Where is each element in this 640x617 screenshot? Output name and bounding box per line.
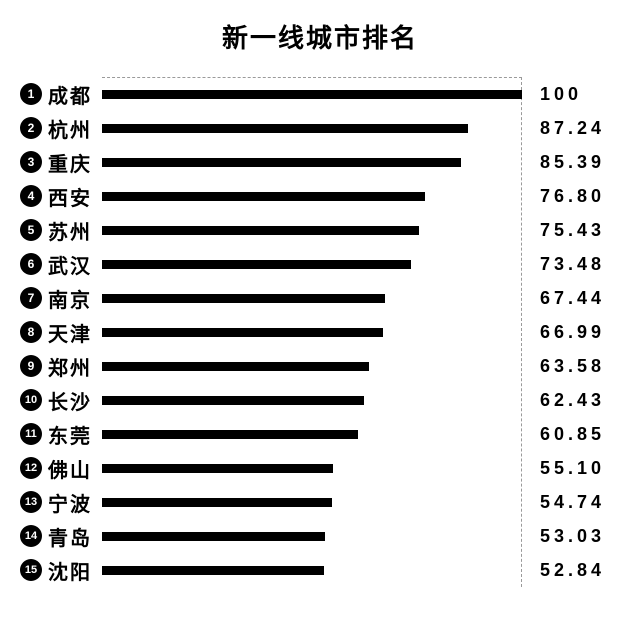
value-label: 87.24 (522, 118, 605, 139)
city-label: 武汉 (48, 250, 102, 279)
value-label: 63.58 (522, 356, 605, 377)
bar (102, 260, 411, 269)
bar (102, 532, 325, 541)
table-row: 15 沈阳 52.84 (20, 553, 620, 587)
rank-badge: 14 (20, 525, 42, 547)
rank-badge: 7 (20, 287, 42, 309)
table-row: 3 重庆 85.39 (20, 145, 620, 179)
table-row: 4 西安 76.80 (20, 179, 620, 213)
rank-badge: 1 (20, 83, 42, 105)
chart-container: 新一线城市排名 1 成都 100 2 杭州 87.24 3 重庆 85.39 4 西安 76.80 5苏… (0, 0, 640, 617)
city-label: 杭州 (48, 114, 102, 143)
city-label: 青岛 (48, 522, 102, 551)
value-label: 55.10 (522, 458, 605, 479)
bar-cell (102, 485, 522, 519)
bar-cell (102, 417, 522, 451)
table-row: 6 武汉 73.48 (20, 247, 620, 281)
value-label: 85.39 (522, 152, 605, 173)
rank-badge: 3 (20, 151, 42, 173)
rank-badge: 10 (20, 389, 42, 411)
rank-badge: 4 (20, 185, 42, 207)
bar (102, 396, 364, 405)
city-label: 成都 (48, 80, 102, 109)
bar-cell (102, 553, 522, 587)
city-label: 西安 (48, 182, 102, 211)
rank-badge: 13 (20, 491, 42, 513)
rank-badge: 2 (20, 117, 42, 139)
city-label: 苏州 (48, 216, 102, 245)
bar (102, 124, 468, 133)
bar-cell (102, 383, 522, 417)
table-row: 13 宁波 54.74 (20, 485, 620, 519)
bar (102, 192, 425, 201)
bar-chart: 1 成都 100 2 杭州 87.24 3 重庆 85.39 4 西安 76.80 5 苏州 75.43 6武… (20, 77, 620, 587)
bar-cell (102, 145, 522, 179)
rank-badge: 15 (20, 559, 42, 581)
bar-cell (102, 451, 522, 485)
bar-cell (102, 349, 522, 383)
table-row: 2 杭州 87.24 (20, 111, 620, 145)
bar (102, 498, 332, 507)
bar (102, 226, 419, 235)
rank-badge: 5 (20, 219, 42, 241)
city-label: 东莞 (48, 420, 102, 449)
city-label: 沈阳 (48, 556, 102, 585)
city-label: 重庆 (48, 148, 102, 177)
city-label: 郑州 (48, 352, 102, 381)
value-label: 60.85 (522, 424, 605, 445)
bar-cell (102, 179, 522, 213)
bar (102, 430, 358, 439)
value-label: 67.44 (522, 288, 605, 309)
city-label: 宁波 (48, 488, 102, 517)
bar (102, 294, 385, 303)
value-label: 52.84 (522, 560, 605, 581)
table-row: 1 成都 100 (20, 77, 620, 111)
bar (102, 566, 324, 575)
bar-cell (102, 213, 522, 247)
table-row: 12 佛山 55.10 (20, 451, 620, 485)
bar (102, 158, 461, 167)
table-row: 10 长沙 62.43 (20, 383, 620, 417)
value-label: 54.74 (522, 492, 605, 513)
bar-cell (102, 281, 522, 315)
bar-cell (102, 247, 522, 281)
bar (102, 328, 383, 337)
value-label: 100 (522, 84, 602, 105)
bar-cell (102, 77, 522, 111)
bar-cell (102, 315, 522, 349)
value-label: 73.48 (522, 254, 605, 275)
table-row: 8 天津 66.99 (20, 315, 620, 349)
rank-badge: 9 (20, 355, 42, 377)
value-label: 53.03 (522, 526, 605, 547)
value-label: 62.43 (522, 390, 605, 411)
bar-cell (102, 519, 522, 553)
table-row: 5 苏州 75.43 (20, 213, 620, 247)
table-row: 11 东莞 60.85 (20, 417, 620, 451)
rank-badge: 12 (20, 457, 42, 479)
city-label: 佛山 (48, 454, 102, 483)
bar (102, 90, 522, 99)
bar-cell (102, 111, 522, 145)
rank-badge: 11 (20, 423, 42, 445)
table-row: 14 青岛 53.03 (20, 519, 620, 553)
city-label: 天津 (48, 318, 102, 347)
rank-badge: 6 (20, 253, 42, 275)
city-label: 南京 (48, 284, 102, 313)
rank-badge: 8 (20, 321, 42, 343)
value-label: 75.43 (522, 220, 605, 241)
table-row: 9 郑州 63.58 (20, 349, 620, 383)
bar (102, 464, 333, 473)
city-label: 长沙 (48, 386, 102, 415)
table-row: 7 南京 67.44 (20, 281, 620, 315)
chart-title: 新一线城市排名 (20, 18, 620, 55)
value-label: 66.99 (522, 322, 605, 343)
bar (102, 362, 369, 371)
value-label: 76.80 (522, 186, 605, 207)
